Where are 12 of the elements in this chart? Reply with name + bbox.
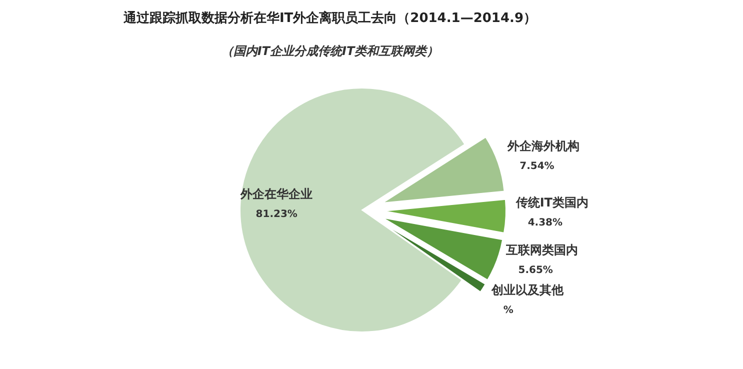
slice-label: 互联网类国内 [505,242,578,257]
slice-label: 外企海外机构 [506,138,580,153]
slice-label: 传统IT类国内 [514,196,589,210]
data-label: 81.23% [256,209,298,220]
data-label: 4.38% [528,218,563,229]
slice-label: 创业以及其他 [490,282,564,297]
slice-label: 外企在华企业 [240,187,313,202]
data-label: 5.65% [518,264,553,276]
chart-title: 通过跟踪抓取数据分析在华IT外企离职员工去向（2014.1—2014.9） [122,10,537,26]
data-label: 7.54% [520,160,554,172]
chart-subtitle: （国内IT企业分成传统IT类和互联网类） [221,44,439,58]
data-label: % [503,304,514,316]
